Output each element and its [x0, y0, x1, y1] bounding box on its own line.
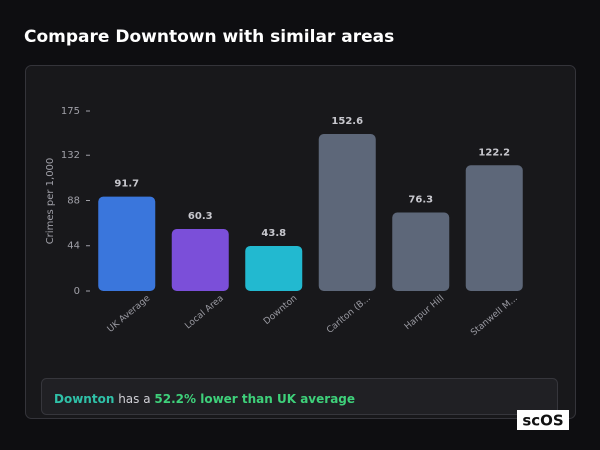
- page-title: Compare Downtown with similar areas: [24, 27, 394, 47]
- y-tick-label: 175: [61, 106, 80, 117]
- value-label: 91.7: [114, 179, 139, 190]
- bar: [465, 165, 523, 291]
- value-label: 122.2: [478, 147, 510, 158]
- bar: [318, 134, 376, 291]
- watermark-bg: [517, 410, 569, 430]
- summary-box: [41, 378, 558, 415]
- y-tick-label: 0: [74, 286, 80, 297]
- y-tick-label: 44: [67, 241, 80, 252]
- summary-text: has a: [118, 392, 150, 406]
- y-axis-title: Crimes per 1,000: [45, 158, 56, 245]
- bar: [98, 196, 156, 291]
- y-tick-label: 88: [67, 195, 80, 206]
- bar: [392, 212, 450, 291]
- value-label: 60.3: [188, 211, 213, 222]
- value-label: 43.8: [261, 228, 286, 239]
- summary: Downton has a 52.2% lower than UK averag…: [54, 392, 355, 406]
- summary-area: Downton: [54, 392, 114, 406]
- y-tick-label: 132: [61, 150, 80, 161]
- bar: [171, 228, 229, 291]
- summary-comparison: 52.2% lower than UK average: [154, 392, 355, 406]
- card: [25, 65, 576, 419]
- value-label: 76.3: [408, 195, 433, 206]
- bar: [245, 245, 303, 291]
- watermark: scOS: [522, 412, 563, 430]
- value-label: 152.6: [331, 116, 363, 127]
